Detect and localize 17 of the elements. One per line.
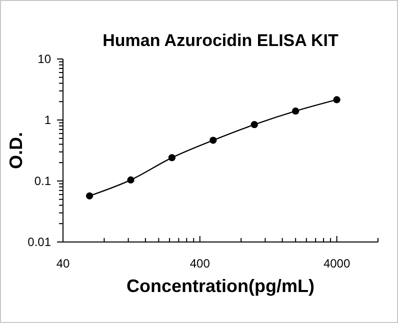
point — [127, 176, 134, 184]
y-tick-label: 0.1 — [34, 174, 52, 188]
point — [333, 96, 340, 104]
point — [250, 121, 258, 128]
x-tick-label: 400 — [190, 256, 210, 271]
x-tick-label: 40 — [56, 256, 70, 271]
point — [86, 192, 94, 200]
y-tick-label: 10 — [38, 52, 52, 66]
y-tick-label: 0.01 — [28, 234, 52, 249]
point — [292, 108, 300, 115]
point — [168, 154, 176, 162]
point — [210, 136, 217, 144]
y-tick-label: 1 — [44, 112, 52, 127]
x-axis-title: Concentration(pg/mL) — [126, 276, 314, 296]
x-tick-label: 4000 — [323, 256, 350, 271]
y-axis-title: O.D. — [6, 132, 26, 170]
chart-title: Human Azurocidin ELISA KIT — [102, 31, 340, 50]
